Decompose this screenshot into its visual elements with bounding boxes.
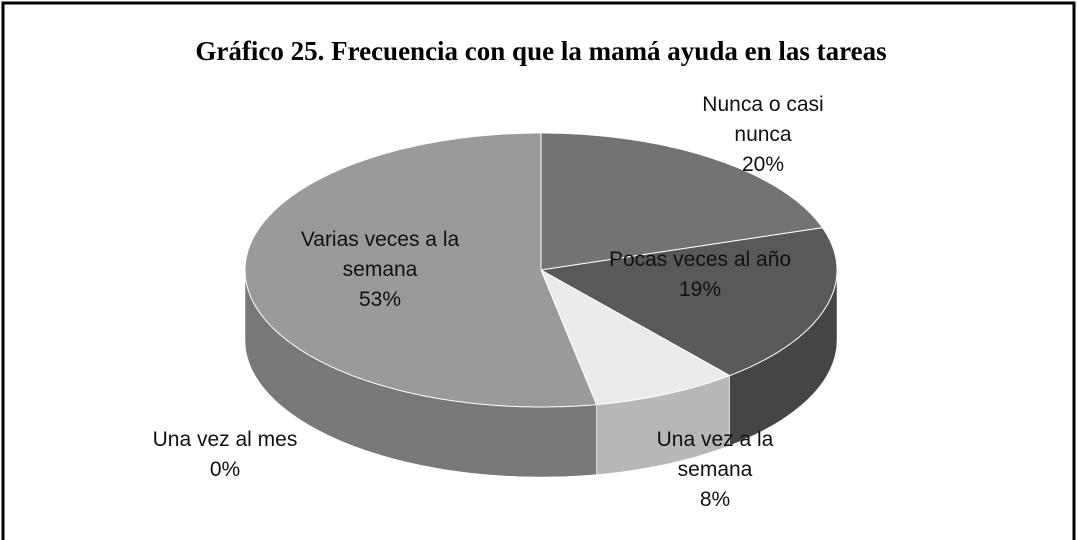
category-label: Varias veces a la semana xyxy=(300,228,460,281)
value-label: 19% xyxy=(678,278,722,301)
category-label: Nunca o casi nunca xyxy=(702,93,824,146)
data-label: Nunca o casi nunca 20% xyxy=(678,90,848,180)
pie-sides xyxy=(244,269,838,478)
data-label: Una vez a la semana 8% xyxy=(630,425,800,515)
pie-tops xyxy=(244,132,838,408)
pie-slice xyxy=(539,227,838,377)
pie-slice xyxy=(244,132,598,408)
value-label: 8% xyxy=(699,488,731,511)
chart-title: Gráfico 25. Frecuencia con que la mamá a… xyxy=(195,36,886,66)
pie-slice xyxy=(539,268,731,406)
data-label: Una vez al mes 0% xyxy=(115,425,335,485)
pie-slice xyxy=(540,132,824,271)
category-label: Pocas veces al año xyxy=(608,248,792,271)
value-label: 20% xyxy=(741,153,785,176)
data-label: Varias veces a la semana 53% xyxy=(270,225,490,315)
category-label: Una vez a la semana xyxy=(656,428,774,481)
category-label: Una vez al mes xyxy=(152,428,298,451)
value-label: 53% xyxy=(358,288,402,311)
data-label: Pocas veces al año 19% xyxy=(605,245,795,305)
value-label: 0% xyxy=(209,458,241,481)
